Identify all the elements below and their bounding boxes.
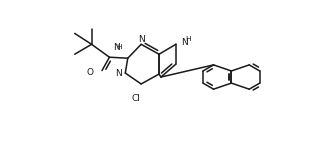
Text: N: N (181, 38, 188, 47)
Text: H: H (116, 44, 121, 50)
Text: N: N (138, 35, 145, 44)
Text: O: O (86, 68, 93, 77)
Text: N: N (113, 43, 120, 52)
Text: Cl: Cl (132, 94, 141, 103)
Text: H: H (185, 36, 190, 42)
Text: N: N (115, 69, 122, 78)
